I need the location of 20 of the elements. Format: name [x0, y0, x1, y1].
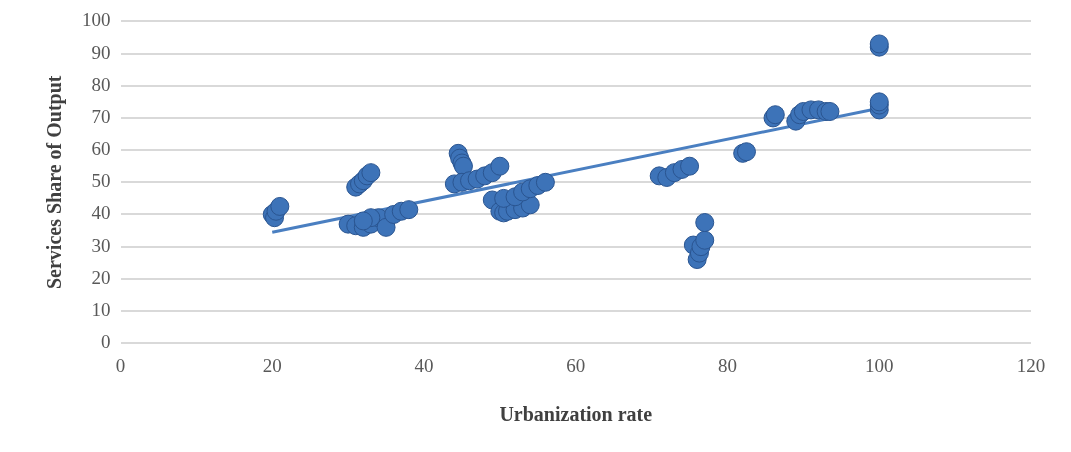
- y-axis-title: Services Share of Output: [43, 75, 67, 290]
- y-tick-label: 20: [91, 266, 111, 288]
- x-tick-label: 120: [1016, 354, 1046, 376]
- y-tick-label: 0: [101, 331, 111, 353]
- x-tick-label: 80: [718, 354, 737, 376]
- x-axis-title: Urbanization rate: [499, 403, 653, 426]
- y-tick-label: 40: [91, 202, 111, 224]
- x-tick-label: 0: [115, 354, 126, 376]
- y-tick-label: 10: [91, 299, 111, 320]
- y-tick-label: 90: [91, 41, 111, 63]
- y-tick-label: 80: [91, 73, 111, 95]
- x-tick-label: 40: [414, 354, 434, 376]
- x-tick-label: 20: [262, 354, 282, 376]
- x-tick-label: 60: [566, 354, 586, 376]
- y-tick-label: 30: [91, 234, 111, 256]
- y-tick-label: 50: [91, 170, 111, 192]
- y-tick-label: 60: [91, 138, 111, 160]
- y-tick-label: 70: [91, 105, 111, 127]
- x-tick-label: 100: [865, 354, 894, 376]
- y-tick-label: 100: [82, 9, 111, 31]
